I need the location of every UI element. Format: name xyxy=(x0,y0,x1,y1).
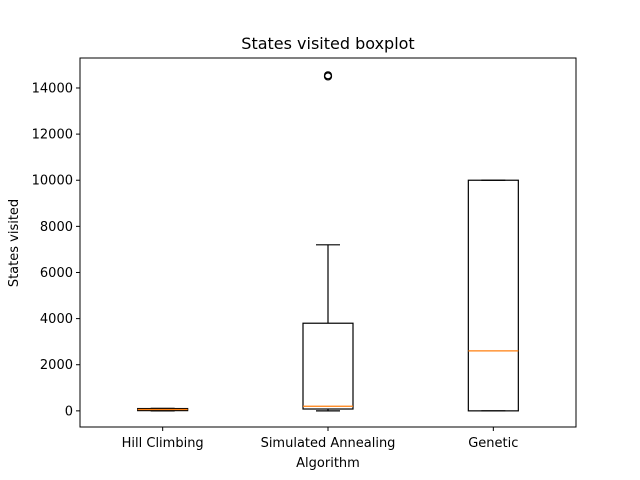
y-tick-label: 6000 xyxy=(40,266,73,281)
y-axis-label: States visited xyxy=(7,199,22,287)
y-tick-label: 14000 xyxy=(32,81,73,96)
plot-area: 0 2000 4000 6000 8000 10000 12000 14000 Hill Cli… xyxy=(32,57,577,451)
y-tick-label: 8000 xyxy=(40,220,73,235)
chart-title: States visited boxplot xyxy=(241,34,414,53)
y-tick-label: 4000 xyxy=(40,312,73,327)
box-iqr xyxy=(467,179,519,412)
x-axis-label: Algorithm xyxy=(296,456,360,471)
box-iqr xyxy=(302,322,354,410)
y-tick-label: 0 xyxy=(65,404,73,419)
outlier-point xyxy=(323,71,333,80)
y-tick-label: 2000 xyxy=(40,358,73,373)
x-tick-label: Simulated Annealing xyxy=(261,436,396,451)
x-tick-label: Genetic xyxy=(468,436,518,451)
y-tick-label: 10000 xyxy=(32,174,73,189)
x-tick-label: Hill Climbing xyxy=(122,436,204,451)
y-tick-label: 12000 xyxy=(32,128,73,143)
